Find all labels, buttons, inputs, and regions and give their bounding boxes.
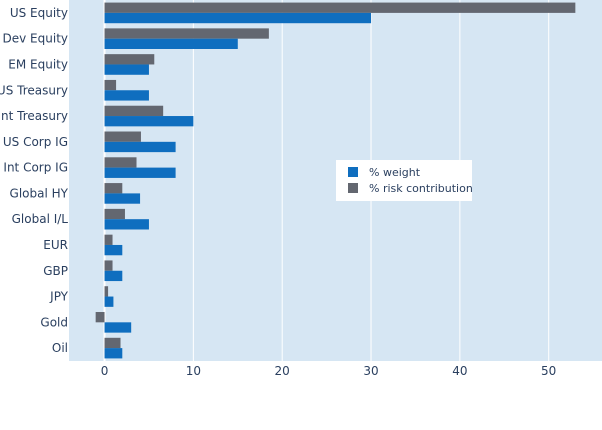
- y-tick-label-gold: Gold: [40, 315, 68, 329]
- legend-label-risk-contribution: % risk contribution: [369, 182, 473, 195]
- y-tick-label-int-treasury: Int Treasury: [0, 109, 68, 123]
- bar-weight-global-i-l: [104, 219, 149, 230]
- bar-risk-contribution-gold: [95, 312, 105, 323]
- bar-risk-contribution-int-treasury: [104, 105, 164, 117]
- bar-risk-contribution-global-hy: [104, 183, 123, 194]
- bar-risk-contribution-gbp: [104, 260, 113, 271]
- bar-weight-int-treasury: [104, 116, 194, 127]
- bar-risk-contribution-dev-equity: [104, 28, 269, 39]
- y-tick-label-global-i-l: Global I/L: [12, 212, 69, 226]
- y-tick-label-oil: Oil: [52, 341, 68, 355]
- y-tick-label-jpy: JPY: [49, 290, 69, 304]
- y-tick-label-us-treasury: US Treasury: [0, 83, 68, 97]
- legend: % weight % risk contribution: [336, 160, 473, 201]
- bar-risk-contribution-us-treasury: [104, 79, 117, 91]
- legend-label-weight: % weight: [369, 166, 421, 179]
- y-tick-label-global-hy: Global HY: [10, 186, 69, 200]
- plot-background: [69, 0, 602, 361]
- y-tick-label-us-equity: US Equity: [10, 6, 68, 20]
- bar-risk-contribution-global-i-l: [104, 208, 125, 220]
- x-tick-label-50: 50: [541, 364, 556, 378]
- bar-weight-oil: [104, 348, 123, 359]
- bar-layer: [95, 2, 576, 359]
- bar-risk-contribution-us-corp-ig: [104, 131, 141, 142]
- x-tick-label-30: 30: [363, 364, 378, 378]
- bar-risk-contribution-oil: [104, 337, 121, 349]
- bar-weight-global-hy: [104, 193, 141, 204]
- x-tick-label-10: 10: [186, 364, 201, 378]
- bar-risk-contribution-us-equity: [104, 2, 576, 13]
- bar-weight-dev-equity: [104, 38, 238, 49]
- y-tick-label-int-corp-ig: Int Corp IG: [3, 161, 68, 175]
- bar-weight-us-corp-ig: [104, 141, 176, 153]
- bar-weight-gold: [104, 322, 132, 333]
- legend-swatch-weight: [348, 167, 358, 177]
- bar-risk-contribution-eur: [104, 234, 113, 245]
- x-axis-ticks: 0 10 20 30 40 50: [101, 364, 557, 378]
- bar-risk-contribution-em-equity: [104, 54, 155, 65]
- bar-risk-contribution-jpy: [104, 286, 109, 297]
- y-tick-label-us-corp-ig: US Corp IG: [3, 135, 68, 149]
- y-tick-label-dev-equity: Dev Equity: [3, 32, 68, 46]
- y-tick-label-em-equity: EM Equity: [8, 57, 68, 71]
- bar-risk-contribution-int-corp-ig: [104, 157, 137, 168]
- legend-swatch-risk-contribution: [348, 183, 358, 193]
- x-tick-label-20: 20: [275, 364, 290, 378]
- x-tick-label-40: 40: [452, 364, 467, 378]
- legend-box: [336, 160, 472, 201]
- bar-weight-em-equity: [104, 64, 149, 75]
- bar-weight-us-treasury: [104, 90, 149, 101]
- x-tick-label-0: 0: [101, 364, 109, 378]
- bar-weight-us-equity: [104, 12, 372, 24]
- bar-weight-jpy: [104, 296, 114, 307]
- y-tick-label-gbp: GBP: [43, 264, 68, 278]
- bar-weight-int-corp-ig: [104, 167, 176, 178]
- y-axis-ticks: US Equity Dev Equity EM Equity US Treasury I…: [0, 6, 69, 355]
- bar-weight-eur: [104, 244, 123, 256]
- y-tick-label-eur: EUR: [43, 238, 68, 252]
- bar-weight-gbp: [104, 270, 123, 282]
